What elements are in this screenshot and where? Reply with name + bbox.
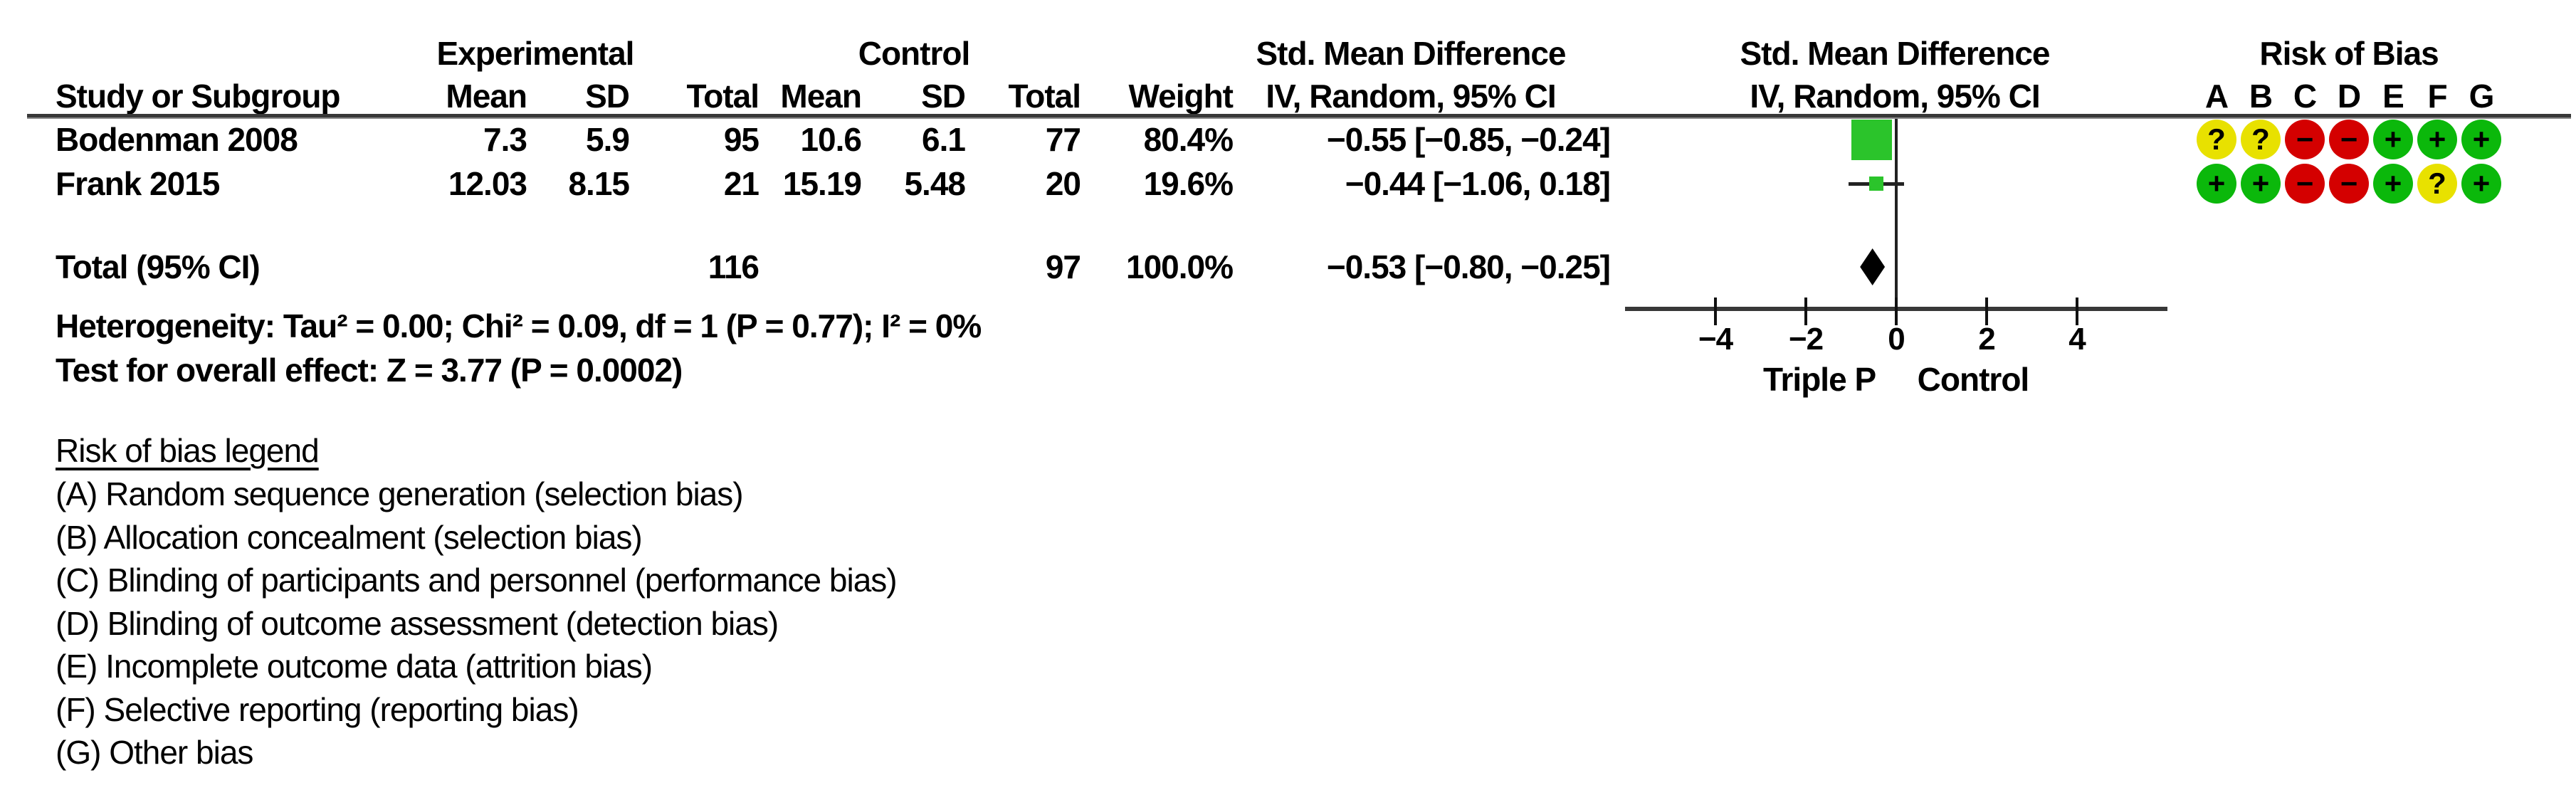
heterogeneity-line: Heterogeneity: Tau² = 0.00; Chi² = 0.09,…: [56, 307, 982, 344]
risk-of-bias-legend-item: (D) Blinding of outcome assessment (dete…: [56, 604, 779, 642]
risk-of-bias-legend-item: (B) Allocation concealment (selection bi…: [56, 518, 643, 556]
zero-effect-line: [1895, 119, 1898, 325]
exp-total-cell: 21: [723, 165, 759, 202]
col-header-ctl-sd: SD: [921, 78, 966, 115]
col-header-exp-sd: SD: [585, 78, 630, 115]
effect-square: [1851, 119, 1892, 160]
overall-effect-line: Test for overall effect: Z = 3.77 (P = 0…: [56, 352, 683, 389]
risk-of-bias-judgement-icon: −: [2329, 164, 2369, 204]
col-header-ctl-mean: Mean: [780, 78, 862, 115]
effect-square: [1869, 177, 1884, 191]
weight-cell: 19.6%: [1143, 165, 1234, 202]
risk-of-bias-legend-item: (C) Blinding of participants and personn…: [56, 562, 898, 599]
exp-mean-cell: 12.03: [448, 165, 527, 202]
x-axis-tick: [2076, 298, 2078, 325]
risk-of-bias-judgement-icon: +: [2461, 164, 2501, 204]
ci-cell: −0.44 [−1.06, 0.18]: [1345, 165, 1611, 202]
risk-of-bias-letter: A: [2204, 78, 2229, 115]
x-axis-tick: [1895, 298, 1898, 325]
risk-of-bias-letter: F: [2427, 78, 2447, 115]
study-name: Bodenman 2008: [56, 121, 298, 158]
exp-total-cell: 95: [723, 121, 759, 158]
risk-of-bias-judgement-icon: −: [2285, 120, 2325, 159]
col-header-exp-mean: Mean: [446, 78, 527, 115]
risk-of-bias-judgement-icon: +: [2373, 120, 2413, 159]
total-ctl-total-cell: 97: [1045, 248, 1081, 285]
study-name: Frank 2015: [56, 165, 220, 202]
col-header-iv-plot: IV, Random, 95% CI: [1750, 78, 2040, 115]
risk-of-bias-judgement-icon: ?: [2241, 120, 2281, 159]
header-control: Control: [858, 35, 971, 72]
total-ci-cell: −0.53 [−0.80, −0.25]: [1326, 248, 1611, 285]
exp-sd-cell: 8.15: [568, 165, 630, 202]
risk-of-bias-legend-item: (A) Random sequence generation (selectio…: [56, 475, 744, 512]
x-axis-tick: [1985, 298, 1988, 325]
axis-label-right: Control: [1917, 361, 2030, 398]
x-axis-tick: [1804, 298, 1807, 325]
header-risk-of-bias: Risk of Bias: [2259, 35, 2439, 72]
risk-of-bias-judgement-icon: +: [2373, 164, 2413, 204]
x-axis-tick: [1714, 298, 1717, 325]
weight-cell: 80.4%: [1143, 121, 1234, 158]
x-axis-tick-label: 0: [1888, 322, 1905, 357]
ctl-mean-cell: 15.19: [782, 165, 862, 202]
risk-of-bias-judgement-icon: +: [2241, 164, 2281, 204]
risk-of-bias-judgement-icon: −: [2285, 164, 2325, 204]
ctl-total-cell: 20: [1045, 165, 1081, 202]
risk-of-bias-judgement-icon: −: [2329, 120, 2369, 159]
header-smd-table: Std. Mean Difference: [1256, 35, 1567, 72]
risk-of-bias-legend-item: (G) Other bias: [56, 734, 253, 771]
ctl-sd-cell: 6.1: [922, 121, 966, 158]
x-axis-tick-label: −2: [1788, 322, 1824, 357]
risk-of-bias-letter: E: [2382, 78, 2404, 115]
risk-of-bias-legend-item: (E) Incomplete outcome data (attrition b…: [56, 648, 653, 685]
x-axis-tick-label: 2: [1978, 322, 1996, 357]
risk-of-bias-judgement-icon: ?: [2197, 120, 2236, 159]
x-axis-tick-label: 4: [2068, 322, 2086, 357]
col-header-exp-total: Total: [686, 78, 759, 115]
ctl-sd-cell: 5.48: [904, 165, 966, 202]
col-header-iv-table: IV, Random, 95% CI: [1266, 78, 1556, 115]
ctl-total-cell: 77: [1045, 121, 1081, 158]
risk-of-bias-judgement-icon: +: [2197, 164, 2236, 204]
risk-of-bias-judgement-icon: +: [2417, 120, 2457, 159]
x-axis-tick-label: −4: [1698, 322, 1733, 357]
total-row-label: Total (95% CI): [56, 248, 261, 285]
total-exp-total-cell: 116: [708, 248, 759, 285]
total-diamond: [1860, 248, 1886, 285]
risk-of-bias-letter: D: [2337, 78, 2361, 115]
col-header-ctl-total: Total: [1008, 78, 1081, 115]
col-header-weight: Weight: [1128, 78, 1234, 115]
risk-of-bias-letter: G: [2469, 78, 2495, 115]
risk-of-bias-judgement-icon: +: [2461, 120, 2501, 159]
ci-cell: −0.55 [−0.85, −0.24]: [1326, 121, 1611, 158]
header-experimental: Experimental: [436, 35, 635, 72]
header-smd-plot: Std. Mean Difference: [1740, 35, 2051, 72]
ctl-mean-cell: 10.6: [800, 121, 862, 158]
risk-of-bias-legend-title: Risk of bias legend: [56, 432, 320, 469]
total-weight-cell: 100.0%: [1125, 248, 1234, 285]
risk-of-bias-legend-item: (F) Selective reporting (reporting bias): [56, 690, 579, 728]
risk-of-bias-letter: B: [2249, 78, 2273, 115]
header-separator-line: [27, 114, 2571, 119]
col-header-study: Study or Subgroup: [56, 78, 341, 115]
exp-mean-cell: 7.3: [483, 121, 527, 158]
risk-of-bias-judgement-icon: ?: [2417, 164, 2457, 204]
exp-sd-cell: 5.9: [586, 121, 630, 158]
risk-of-bias-letter: C: [2293, 78, 2317, 115]
axis-label-left: Triple P: [1762, 361, 1876, 398]
